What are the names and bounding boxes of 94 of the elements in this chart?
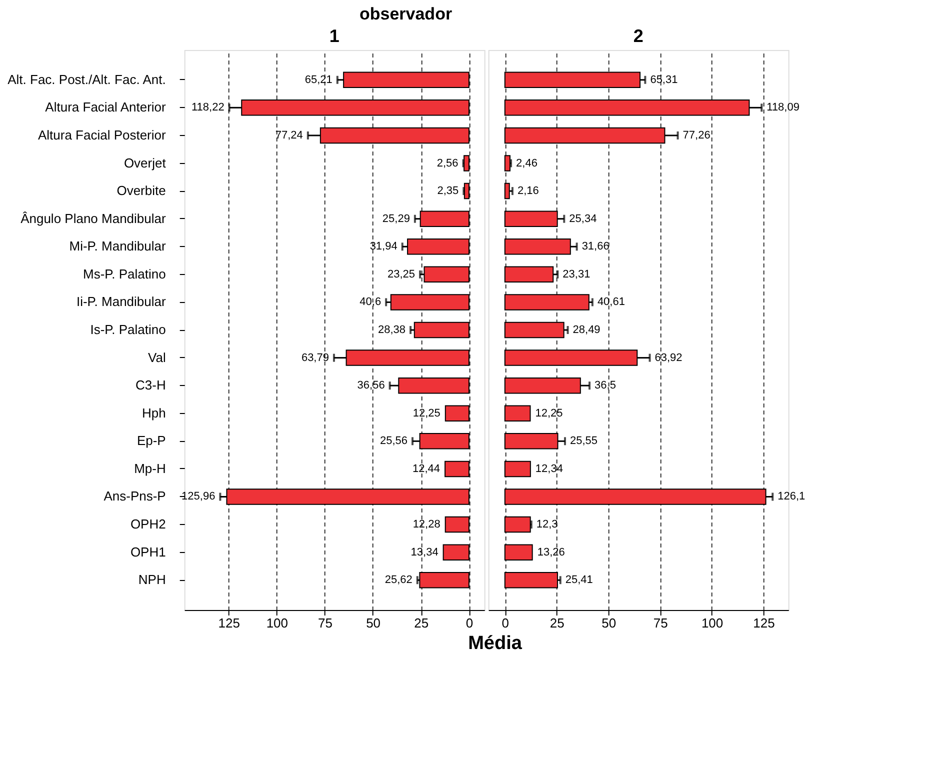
data-label: 25,34: [569, 212, 597, 225]
y-tick-label: C3-H: [136, 378, 166, 393]
x-tick-label: 100: [266, 616, 288, 630]
data-label: 77,26: [682, 129, 710, 142]
data-label: 12,44: [412, 462, 440, 475]
x-tick-label: 125: [218, 616, 240, 630]
data-label: 25,62: [384, 574, 412, 586]
data-label: 40,6: [360, 296, 382, 308]
x-tick-label: 75: [653, 616, 668, 630]
data-label: 63,92: [654, 352, 682, 364]
data-label: 125,96: [182, 490, 216, 503]
data-label: 12,28: [412, 518, 440, 531]
bar: [414, 322, 470, 338]
data-label: 118,22: [191, 102, 224, 114]
y-tick-label: Ms-P. Palatino: [82, 266, 166, 282]
x-tick-label: 0: [466, 616, 474, 630]
y-tick-label: NPH: [138, 572, 166, 588]
y-tick-label: Mp-H: [134, 460, 166, 476]
bar: [407, 238, 470, 255]
x-tick-label: 100: [701, 616, 724, 630]
bar: [464, 182, 470, 200]
data-label: 65,21: [304, 74, 332, 86]
y-tick-label: Ii-P. Mandibular: [76, 294, 167, 310]
x-tick-label: 50: [366, 616, 381, 630]
data-label: 12,34: [535, 462, 563, 475]
data-label: 28,49: [572, 324, 600, 336]
bar: [420, 210, 470, 227]
data-label: 2,46: [516, 157, 538, 170]
bar: [419, 572, 470, 588]
data-label: 118,09: [766, 102, 800, 114]
data-label: 77,24: [275, 129, 303, 142]
x-tick-label: 25: [550, 616, 564, 630]
data-label: 13,34: [410, 546, 438, 558]
x-tick-label: 75: [318, 616, 332, 630]
y-tick-label: Alt. Fac. Post./Alt. Fac. Ant.: [8, 72, 166, 87]
data-label: 25,41: [565, 574, 593, 586]
bar: [504, 322, 564, 338]
bar: [424, 266, 470, 283]
bar: [444, 460, 470, 478]
bar: [504, 516, 531, 533]
y-tick-label: Overjet: [124, 155, 166, 170]
data-label: 2,35: [437, 185, 459, 198]
bar: [504, 266, 554, 283]
y-tick-label: Altura Facial Posterior: [38, 127, 167, 142]
data-label: 28,38: [378, 324, 406, 336]
data-label: 23,31: [562, 268, 590, 280]
y-tick-label: OPH2: [130, 516, 166, 532]
chart-title: 2: [633, 26, 644, 46]
data-label: 31,66: [582, 240, 610, 253]
data-label: 63,79: [301, 352, 329, 364]
bar: [464, 155, 470, 172]
bar: [504, 294, 590, 310]
y-tick-label: Ans-Pns-P: [104, 488, 166, 504]
data-label: 12,25: [412, 407, 440, 420]
bar: [442, 544, 470, 560]
chart-title: 1: [329, 26, 340, 46]
bar: [504, 460, 531, 478]
y-tick-label: Mi-P. Mandibular: [69, 238, 167, 254]
y-tick-label: Altura Facial Anterior: [45, 100, 167, 115]
data-label: 13,26: [537, 546, 565, 558]
bar: [390, 294, 470, 310]
x-axis-title: Média: [468, 633, 522, 654]
bar: [504, 405, 531, 422]
x-tick-label: 50: [602, 616, 616, 630]
data-label: 36,5: [594, 380, 616, 392]
data-label: 12,3: [536, 518, 558, 531]
y-tick-label: Is-P. Palatino: [90, 322, 166, 337]
x-tick-label: 25: [414, 616, 429, 630]
bar: [504, 544, 533, 560]
y-tick-label: Ep-P: [136, 433, 166, 448]
y-tick-label: Ângulo Plano Mandibular: [20, 210, 167, 226]
data-label: 25,56: [380, 435, 408, 448]
data-label: 65,31: [650, 74, 678, 86]
data-label: 25,55: [570, 435, 598, 448]
bar: [504, 72, 641, 88]
data-label: 126,1: [778, 490, 806, 503]
data-label: 31,94: [370, 240, 398, 253]
data-label: 12,25: [535, 407, 563, 420]
x-tick-label: 125: [753, 616, 775, 630]
y-tick-label: Hph: [142, 405, 166, 420]
bar: [444, 516, 470, 533]
chart-subtitle: observador: [359, 4, 452, 24]
data-label: 2,16: [517, 185, 539, 198]
y-tick-label: OPH1: [130, 544, 166, 560]
data-label: 23,25: [387, 268, 416, 280]
data-label: 2,56: [436, 157, 458, 170]
bar: [444, 405, 470, 422]
x-tick-label: 0: [502, 616, 510, 630]
data-label: 40,61: [597, 296, 625, 308]
data-label: 25,29: [382, 212, 410, 225]
y-tick-label: Overbite: [116, 183, 166, 198]
y-tick-label: Val: [148, 350, 166, 365]
data-label: 36,56: [357, 380, 385, 392]
bar: [504, 155, 510, 172]
